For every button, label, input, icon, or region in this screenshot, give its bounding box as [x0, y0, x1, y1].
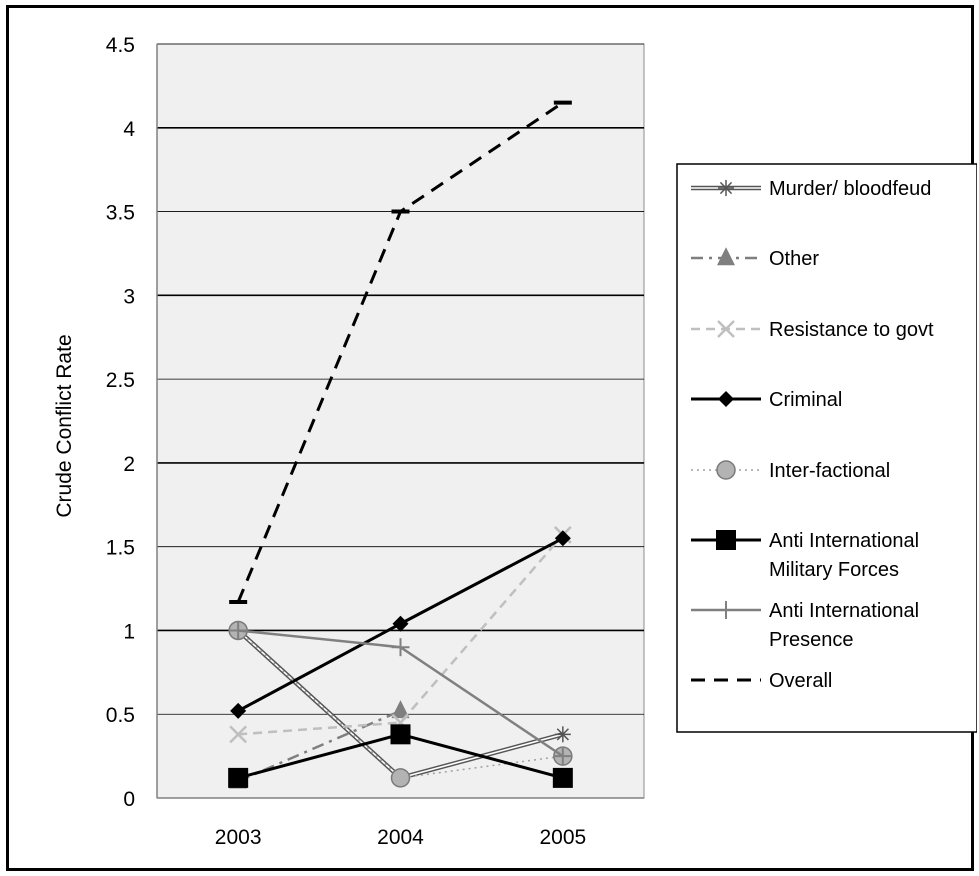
- series-line: [237, 629, 563, 779]
- data-point: [554, 530, 571, 547]
- plot-area: [156, 43, 645, 799]
- series-7: [229, 100, 572, 604]
- data-point: [228, 767, 249, 788]
- x-tick-label: 2004: [377, 826, 424, 849]
- data-point: [229, 725, 248, 744]
- y-tick-label: 2.5: [106, 369, 135, 392]
- y-tick-label: 1: [123, 620, 135, 643]
- legend-swatch: [691, 530, 761, 550]
- data-point: [717, 320, 735, 338]
- legend-label: Military Forces: [769, 559, 899, 581]
- series-5: [228, 724, 573, 788]
- data-point: [390, 724, 411, 745]
- plot-background: [156, 43, 645, 799]
- data-point: [716, 460, 736, 480]
- legend-label: Resistance to govt: [769, 319, 934, 341]
- data-point: [390, 768, 411, 788]
- legend-swatch: [691, 247, 761, 266]
- x-tick-label: 2003: [215, 826, 262, 849]
- data-point: [718, 180, 734, 196]
- legend: Murder/ bloodfeud Other Resistance to govt…: [676, 163, 977, 733]
- data-point: [717, 601, 735, 619]
- y-tick-label: 1.5: [106, 537, 135, 560]
- legend-label: Anti International: [769, 530, 919, 552]
- y-tick-label: 4.5: [106, 34, 135, 57]
- legend-swatch: [691, 180, 761, 196]
- legend-swatch: [691, 601, 761, 619]
- legend-swatch: [691, 320, 761, 338]
- data-point: [554, 726, 571, 743]
- legend-label: Other: [769, 248, 819, 270]
- legend-swatch: [691, 460, 761, 480]
- data-point: [391, 638, 410, 657]
- y-tick-label: 3: [123, 285, 135, 308]
- data-point: [717, 247, 735, 266]
- legend-label: Criminal: [769, 389, 842, 411]
- legend-swatch: [691, 391, 761, 407]
- legend-label: Murder/ bloodfeud: [769, 178, 931, 200]
- data-point: [552, 767, 573, 788]
- y-tick-label: 4: [123, 118, 135, 141]
- legend-label: Overall: [769, 670, 832, 692]
- data-point: [391, 700, 410, 719]
- data-point: [716, 530, 736, 550]
- series-6: [229, 621, 572, 766]
- y-tick-label: 0.5: [106, 704, 135, 727]
- y-tick-label: 3.5: [106, 202, 135, 225]
- data-point: [229, 621, 248, 640]
- line-chart: 0 0.5 1 1.5 2 2.5 3 3.5 4 4.5 2003 2004 2005 Crude Co…: [53, 34, 977, 849]
- chart-frame: 0 0.5 1 1.5 2 2.5 3 3.5 4 4.5 2003 2004 2005 Crude Co…: [6, 5, 977, 871]
- legend-label: Anti International: [769, 600, 919, 622]
- data-point: [718, 391, 734, 407]
- y-axis-title: Crude Conflict Rate: [53, 334, 76, 517]
- data-point: [553, 747, 572, 766]
- legend-label: Inter-factional: [769, 460, 890, 482]
- series-3: [230, 530, 571, 719]
- data-point: [230, 702, 247, 719]
- x-tick-label: 2005: [539, 826, 586, 849]
- y-tick-label: 0: [123, 788, 135, 811]
- data-point: [392, 615, 409, 632]
- legend-label: Presence: [769, 629, 854, 651]
- y-tick-label: 2: [123, 453, 135, 476]
